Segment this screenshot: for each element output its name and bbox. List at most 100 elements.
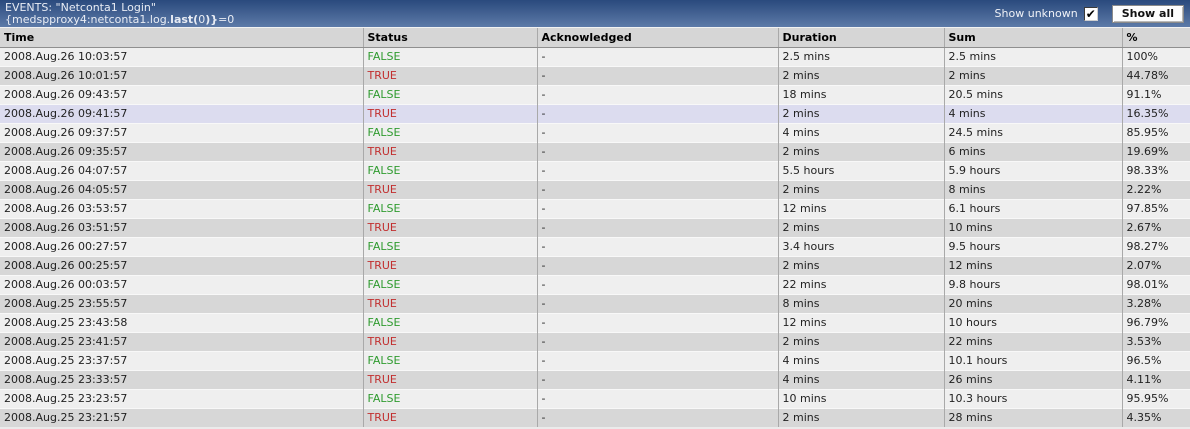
cell-sum: 9.5 hours — [943, 236, 1122, 256]
column-header-sum: Sum — [943, 28, 1122, 48]
cell-sum: 10.1 hours — [943, 350, 1122, 370]
cell-pct: 4.35% — [1121, 407, 1190, 427]
cell-sum: 22 mins — [943, 331, 1122, 351]
cell-duration: 3.4 hours — [777, 236, 944, 256]
events-title-bar: EVENTS: "Netconta1 Login" {medspproxy4:n… — [0, 0, 1190, 28]
table-row: 2008.Aug.25 23:23:57 FALSE -10 mins 10.3 ho… — [0, 388, 1190, 408]
cell-status: FALSE — [362, 350, 537, 370]
cell-pct: 3.53% — [1121, 331, 1190, 351]
cell-pct: 4.11% — [1121, 369, 1190, 389]
cell-time: 2008.Aug.25 23:37:57 — [0, 350, 363, 370]
cell-acknowledged: - — [536, 331, 778, 351]
cell-duration: 8 mins — [777, 293, 944, 313]
cell-sum: 10 hours — [943, 312, 1122, 332]
cell-time: 2008.Aug.26 04:05:57 — [0, 179, 363, 199]
expression-function: last( — [170, 12, 199, 26]
table-row: 2008.Aug.26 10:03:57 FALSE -2.5 mins 2.5 mi… — [0, 46, 1190, 66]
check-icon: ✔ — [1085, 6, 1096, 21]
cell-time: 2008.Aug.26 04:07:57 — [0, 160, 363, 180]
cell-status: TRUE — [362, 141, 537, 161]
cell-duration: 2 mins — [777, 141, 944, 161]
cell-status: TRUE — [362, 293, 537, 313]
cell-sum: 20 mins — [943, 293, 1122, 313]
cell-acknowledged: - — [536, 179, 778, 199]
show-unknown-checkbox[interactable]: ✔ — [1083, 6, 1098, 21]
cell-status: FALSE — [362, 312, 537, 332]
cell-sum: 2 mins — [943, 65, 1122, 85]
cell-sum: 24.5 mins — [943, 122, 1122, 142]
cell-pct: 3.28% — [1121, 293, 1190, 313]
cell-duration: 22 mins — [777, 274, 944, 294]
cell-acknowledged: - — [536, 274, 778, 294]
cell-time: 2008.Aug.26 10:03:57 — [0, 46, 363, 66]
cell-sum: 4 mins — [943, 103, 1122, 123]
cell-pct: 96.5% — [1121, 350, 1190, 370]
table-row: 2008.Aug.26 00:25:57 TRUE -2 mins 12 mins 2.… — [0, 255, 1190, 275]
cell-duration: 4 mins — [777, 350, 944, 370]
cell-duration: 2 mins — [777, 65, 944, 85]
cell-pct: 2.07% — [1121, 255, 1190, 275]
cell-status: TRUE — [362, 407, 537, 427]
cell-pct: 16.35% — [1121, 103, 1190, 123]
cell-time: 2008.Aug.25 23:33:57 — [0, 369, 363, 389]
cell-duration: 2 mins — [777, 103, 944, 123]
cell-acknowledged: - — [536, 236, 778, 256]
cell-duration: 12 mins — [777, 312, 944, 332]
cell-sum: 10 mins — [943, 217, 1122, 237]
cell-time: 2008.Aug.26 09:35:57 — [0, 141, 363, 161]
events-table-header: Time Status Acknowledged Duration Sum % — [0, 28, 1190, 48]
cell-pct: 2.67% — [1121, 217, 1190, 237]
cell-acknowledged: - — [536, 350, 778, 370]
cell-pct: 2.22% — [1121, 179, 1190, 199]
cell-status: TRUE — [362, 179, 537, 199]
cell-time: 2008.Aug.25 23:43:58 — [0, 312, 363, 332]
cell-duration: 2 mins — [777, 331, 944, 351]
cell-time: 2008.Aug.26 10:01:57 — [0, 65, 363, 85]
header-controls: Show unknown ✔ Show all — [995, 4, 1184, 23]
cell-status: TRUE — [362, 369, 537, 389]
cell-time: 2008.Aug.26 09:41:57 — [0, 103, 363, 123]
cell-status: TRUE — [362, 217, 537, 237]
table-row: 2008.Aug.25 23:37:57 FALSE -4 mins 10.1 hou… — [0, 350, 1190, 370]
cell-pct: 98.33% — [1121, 160, 1190, 180]
cell-acknowledged: - — [536, 388, 778, 408]
cell-duration: 2 mins — [777, 217, 944, 237]
table-row: 2008.Aug.26 09:35:57 TRUE -2 mins 6 mins 19.… — [0, 141, 1190, 161]
cell-acknowledged: - — [536, 293, 778, 313]
cell-status: FALSE — [362, 122, 537, 142]
cell-sum: 28 mins — [943, 407, 1122, 427]
cell-status: FALSE — [362, 198, 537, 218]
cell-pct: 100% — [1121, 46, 1190, 66]
show-all-button[interactable]: Show all — [1111, 4, 1184, 23]
expression-comparison: =0 — [218, 12, 235, 26]
cell-acknowledged: - — [536, 122, 778, 142]
cell-pct: 19.69% — [1121, 141, 1190, 161]
cell-acknowledged: - — [536, 160, 778, 180]
page-title: EVENTS: "Netconta1 Login" — [5, 0, 156, 14]
cell-sum: 8 mins — [943, 179, 1122, 199]
cell-time: 2008.Aug.26 00:25:57 — [0, 255, 363, 275]
cell-status: FALSE — [362, 160, 537, 180]
column-header-percent: % — [1121, 28, 1190, 48]
cell-sum: 2.5 mins — [943, 46, 1122, 66]
table-row: 2008.Aug.25 23:21:57 TRUE -2 mins 28 mins 4.… — [0, 407, 1190, 427]
cell-status: FALSE — [362, 388, 537, 408]
cell-status: TRUE — [362, 103, 537, 123]
events-table-body: 2008.Aug.26 10:03:57 FALSE -2.5 mins 2.5 mi… — [0, 46, 1190, 427]
table-row: 2008.Aug.26 04:05:57 TRUE -2 mins 8 mins 2.2… — [0, 179, 1190, 199]
cell-pct: 44.78% — [1121, 65, 1190, 85]
cell-sum: 26 mins — [943, 369, 1122, 389]
trigger-expression: {medspproxy4:netconta1.log.last(0)}=0 — [5, 12, 235, 26]
cell-acknowledged: - — [536, 103, 778, 123]
cell-duration: 10 mins — [777, 388, 944, 408]
cell-status: TRUE — [362, 65, 537, 85]
cell-acknowledged: - — [536, 46, 778, 66]
cell-pct: 98.27% — [1121, 236, 1190, 256]
table-row: 2008.Aug.25 23:41:57 TRUE -2 mins 22 mins 3.… — [0, 331, 1190, 351]
cell-acknowledged: - — [536, 84, 778, 104]
cell-acknowledged: - — [536, 312, 778, 332]
cell-sum: 6 mins — [943, 141, 1122, 161]
cell-status: TRUE — [362, 331, 537, 351]
cell-status: FALSE — [362, 84, 537, 104]
cell-time: 2008.Aug.26 09:43:57 — [0, 84, 363, 104]
